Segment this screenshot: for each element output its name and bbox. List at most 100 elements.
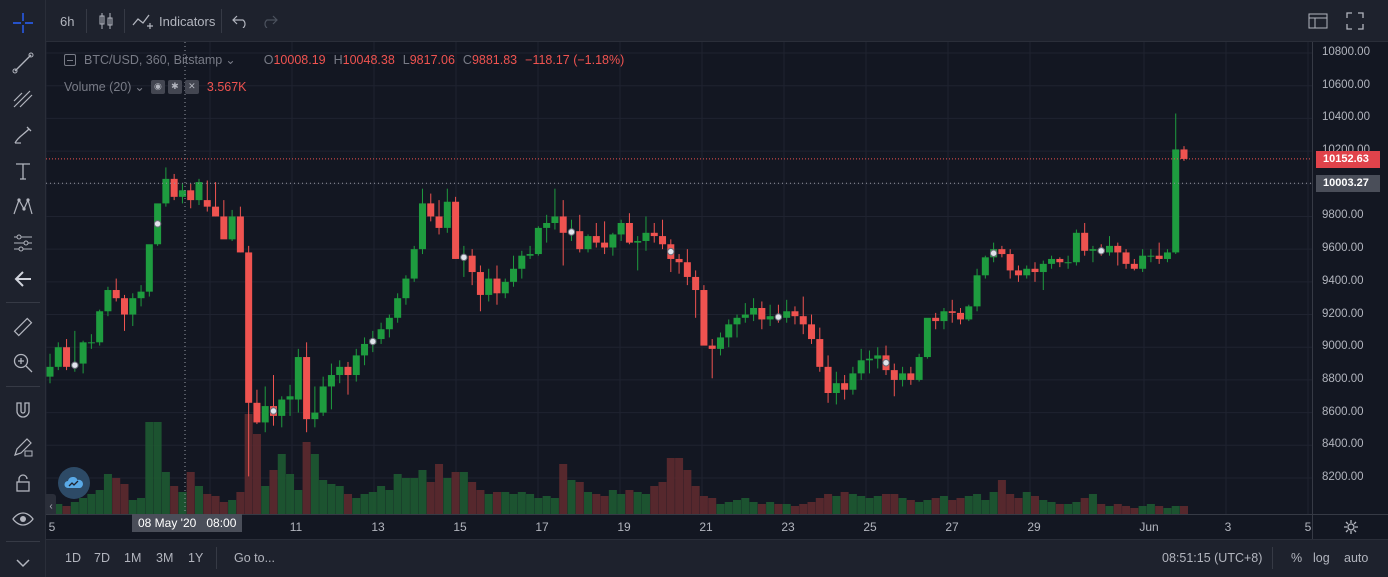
- lock-pencil-icon[interactable]: [8, 432, 38, 462]
- candle-body: [1072, 232, 1080, 263]
- candle-body: [145, 244, 153, 292]
- volume-bar: [956, 498, 965, 514]
- volume-bar: [890, 494, 899, 514]
- candle-body: [377, 329, 385, 340]
- volume-bar: [70, 502, 79, 514]
- magnet-icon[interactable]: [8, 396, 38, 426]
- volume-bar: [873, 496, 882, 514]
- high-value: 10048.38: [342, 52, 395, 67]
- volume-bar: [997, 480, 1006, 514]
- volume-bar: [1080, 498, 1089, 514]
- range-7d-button[interactable]: 7D: [94, 551, 110, 565]
- candle-body: [725, 324, 733, 338]
- candles-icon[interactable]: [98, 0, 114, 42]
- close-small-icon[interactable]: ✕: [184, 79, 199, 94]
- chevron-down-icon[interactable]: [8, 548, 38, 577]
- volume-bar: [724, 502, 733, 514]
- cloud-logo-icon[interactable]: [58, 467, 90, 499]
- lock-icon[interactable]: [8, 468, 38, 498]
- axis-settings-corner[interactable]: [1312, 514, 1388, 539]
- eye-small-icon[interactable]: ◉: [150, 79, 165, 94]
- volume-bar: [203, 494, 212, 514]
- volume-value: 3.567K: [206, 79, 247, 94]
- volume-bar: [120, 484, 129, 514]
- volume-bar: [310, 454, 319, 514]
- percent-toggle[interactable]: %: [1291, 551, 1303, 565]
- change-value: −118.17 (−1.18%): [525, 52, 625, 67]
- candle-body: [1031, 268, 1039, 273]
- volume-bar: [840, 492, 849, 514]
- auto-toggle[interactable]: auto: [1344, 551, 1369, 565]
- undo-icon[interactable]: [232, 0, 250, 42]
- layout-icon[interactable]: [1308, 0, 1328, 42]
- time-axis[interactable]: 5 11 13 15 17 19 21 23 25 27 29 Jun 3 5: [46, 514, 1312, 539]
- volume-bar: [683, 470, 692, 514]
- log-toggle[interactable]: log: [1313, 551, 1330, 565]
- settings-small-icon[interactable]: ✱: [167, 79, 182, 94]
- candle-body: [907, 373, 915, 380]
- crosshair-icon[interactable]: [8, 8, 38, 38]
- chart-pane[interactable]: BTC/USD, 360, Bitstamp ⌄ O 10008.19 H 1004…: [46, 42, 1312, 514]
- volume-title[interactable]: Volume (20): [64, 79, 132, 94]
- crosshair-time-label: 08 May '20 08:00: [132, 514, 243, 532]
- candle-body: [79, 342, 87, 364]
- price-tick: 9600.00: [1322, 242, 1364, 255]
- collapse-toolbar-handle[interactable]: ‹: [46, 494, 56, 514]
- eye-icon[interactable]: [8, 504, 38, 534]
- candle-body: [1106, 245, 1114, 253]
- event-marker: [774, 313, 783, 321]
- candle-body: [824, 366, 832, 393]
- range-3m-button[interactable]: 3M: [156, 551, 174, 565]
- volume-bar: [749, 502, 758, 514]
- candle-body: [1039, 263, 1047, 273]
- price-tick: 8600.00: [1322, 405, 1364, 418]
- interval-button[interactable]: 6h: [60, 13, 75, 29]
- candle-body: [758, 308, 766, 320]
- candle-body: [245, 252, 253, 403]
- volume-bar: [600, 496, 609, 514]
- candle-body: [311, 412, 319, 420]
- candle-body: [1014, 270, 1022, 276]
- volume-bar: [137, 498, 146, 514]
- redo-icon[interactable]: [260, 0, 278, 42]
- text-icon[interactable]: [8, 156, 38, 186]
- candle-body: [957, 312, 965, 320]
- gear-icon[interactable]: [1343, 519, 1359, 535]
- top-toolbar: 6h Indicators: [46, 0, 1388, 42]
- clock-label[interactable]: 08:51:15 (UTC+8): [1162, 551, 1263, 565]
- volume-chevron-icon[interactable]: ⌄: [134, 80, 145, 94]
- candle-body: [236, 216, 244, 253]
- volume-bar: [261, 486, 270, 514]
- candle-body: [203, 200, 211, 207]
- volume-bar: [1097, 504, 1106, 514]
- ruler-icon[interactable]: [8, 312, 38, 342]
- volume-bar: [766, 502, 775, 514]
- candle-body: [1155, 255, 1163, 259]
- range-1m-button[interactable]: 1M: [124, 551, 142, 565]
- fullscreen-icon[interactable]: [1346, 0, 1364, 42]
- candle-body: [534, 227, 542, 255]
- volume-bar: [178, 492, 187, 514]
- legend-collapse-icon[interactable]: [64, 53, 76, 66]
- prediction-icon[interactable]: [8, 228, 38, 258]
- volume-bar: [87, 494, 96, 514]
- brush-icon[interactable]: [8, 120, 38, 150]
- volume-bar: [1022, 492, 1031, 514]
- goto-button[interactable]: Go to...: [234, 551, 275, 565]
- symbol-chevron-icon[interactable]: ⌄: [225, 53, 236, 67]
- volume-bar: [733, 500, 742, 514]
- price-scale[interactable]: 10800.0010600.0010400.0010200.009800.009…: [1312, 42, 1388, 514]
- volume-bar: [633, 492, 642, 514]
- arrow-left-icon[interactable]: [8, 264, 38, 294]
- symbol-title[interactable]: BTC/USD, 360, Bitstamp: [84, 52, 223, 67]
- indicators-button[interactable]: Indicators: [132, 0, 215, 42]
- range-1d-button[interactable]: 1D: [65, 551, 81, 565]
- candle-body: [120, 298, 128, 315]
- zoom-icon[interactable]: [8, 348, 38, 378]
- fib-icon[interactable]: [8, 84, 38, 114]
- trendline-icon[interactable]: [8, 48, 38, 78]
- pattern-icon[interactable]: [8, 192, 38, 222]
- candlestick-chart[interactable]: [46, 42, 1312, 514]
- range-1y-button[interactable]: 1Y: [188, 551, 204, 565]
